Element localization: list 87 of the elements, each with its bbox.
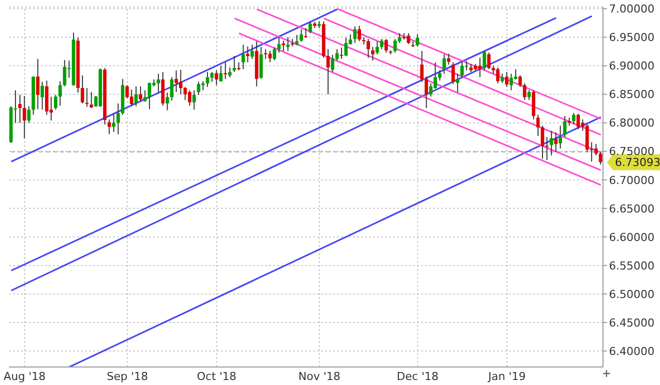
candlestick (304, 28, 308, 38)
candlestick (380, 38, 384, 50)
candlestick (505, 72, 508, 88)
candlestick (36, 58, 40, 110)
candlestick (108, 118, 111, 135)
candlestick (80, 74, 84, 104)
candlestick (572, 112, 576, 126)
candlestick (456, 73, 460, 93)
candlestick (246, 46, 250, 63)
y-tick-label: 6.55000 (609, 259, 654, 272)
candlestick (192, 90, 196, 110)
y-tick-label: 6.85000 (609, 88, 654, 102)
candlestick (90, 92, 94, 108)
candlestick (242, 44, 245, 70)
candlestick (384, 38, 388, 54)
candlestick (558, 125, 562, 149)
candlestick (259, 46, 263, 80)
candlestick (206, 72, 210, 88)
candlestick (371, 46, 374, 62)
candlestick (500, 73, 504, 84)
candlestick (563, 115, 567, 138)
y-tick-label: 6.50000 (609, 288, 654, 301)
candlestick (594, 143, 598, 156)
candlestick (482, 50, 486, 71)
candlestick (232, 56, 236, 73)
y-tick-label: 7.00000 (609, 2, 654, 16)
candlestick (219, 65, 223, 82)
candlestick (487, 52, 491, 70)
candlestick (282, 40, 286, 52)
candlestick (366, 38, 370, 58)
candlestick (112, 112, 116, 132)
x-tick-label: Nov '18 (298, 370, 340, 383)
candlestick (308, 21, 312, 34)
candlestick (18, 94, 22, 124)
y-tick-label: 6.90000 (609, 60, 654, 73)
candlestick (442, 54, 446, 74)
x-tick-label: Dec '18 (396, 370, 439, 383)
candlestick (550, 130, 554, 156)
candlestick (214, 70, 218, 86)
candlestick (536, 114, 540, 136)
candlestick (196, 81, 200, 96)
candlestick (85, 88, 89, 108)
candlestick (326, 48, 330, 95)
x-tick-label: Aug '18 (4, 370, 46, 383)
y-tick-label: 6.95000 (609, 31, 654, 44)
candlestick (353, 26, 357, 44)
candlestick (272, 47, 276, 61)
candlestick (295, 34, 299, 46)
candlestick (446, 53, 450, 66)
candlestick (527, 90, 531, 100)
candlestick (460, 60, 464, 78)
x-tick-label: Jan '19 (487, 370, 526, 383)
candlestick (58, 80, 62, 106)
candlestick (27, 106, 31, 124)
x-tick-label: Oct '18 (196, 370, 236, 383)
candlestick (300, 28, 303, 42)
candlestick (228, 66, 232, 78)
candlestick (250, 44, 254, 60)
candlestick (518, 74, 522, 88)
y-tick-label: 6.60000 (609, 230, 654, 244)
candlestick (130, 89, 134, 106)
candlestick (522, 82, 526, 100)
candlestick (286, 36, 290, 52)
candlestick (40, 81, 44, 110)
candlestick (358, 25, 362, 42)
price-tag: 6.73093 (607, 154, 660, 170)
candlestick (22, 96, 26, 139)
candlestick (166, 92, 170, 111)
candlestick (170, 76, 174, 102)
candlestick (134, 86, 138, 107)
candlestick (451, 62, 455, 85)
candlestick (161, 72, 165, 106)
candlestick (116, 102, 120, 135)
candlestick (554, 132, 558, 152)
x-tick-label: Sep '18 (106, 370, 148, 383)
candlestick (188, 90, 192, 106)
y-tick-label: 6.40000 (609, 344, 654, 358)
candlestick (54, 94, 58, 110)
y-tick-label: 6.80000 (609, 116, 654, 130)
candlestick (224, 62, 228, 80)
candlestick (416, 34, 420, 47)
y-tick-label: 6.65000 (609, 202, 654, 216)
candlestick (330, 54, 334, 73)
candlestick (376, 40, 379, 55)
y-tick-label: 6.70000 (609, 174, 654, 187)
y-tick-label: 6.45000 (609, 316, 654, 330)
candlestick (264, 48, 268, 60)
